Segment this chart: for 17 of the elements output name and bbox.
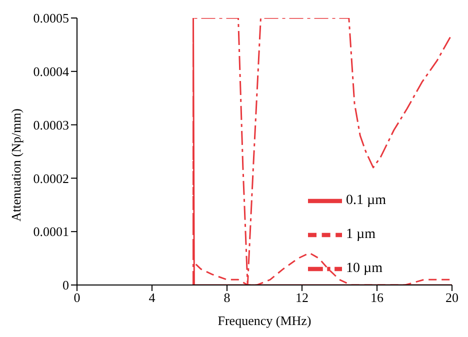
legend-label: 10 µm	[346, 261, 382, 276]
legend-label: 1 µm	[346, 227, 376, 242]
x-tick-label: 20	[446, 290, 458, 306]
y-tick-label: 0.0005	[33, 10, 69, 26]
x-tick-label: 4	[148, 290, 156, 306]
x-tick-label: 12	[296, 290, 308, 306]
y-tick-label: 0.0003	[33, 117, 69, 132]
y-tick-label: 0	[62, 278, 69, 293]
x-axis-title: Frequency (MHz)	[218, 313, 312, 328]
x-tick-label: 0	[74, 290, 80, 306]
y-axis-title: Attenuation (Np/mm)	[8, 108, 24, 222]
y-tick-label: 0.0002	[33, 170, 69, 186]
x-tick-label: 8	[224, 290, 230, 306]
y-tick-label: 0.0004	[33, 64, 70, 80]
legend-label: 0.1 µm	[346, 193, 386, 208]
y-tick-label: 0.0001	[33, 224, 69, 240]
x-tick-label: 16	[370, 290, 384, 306]
